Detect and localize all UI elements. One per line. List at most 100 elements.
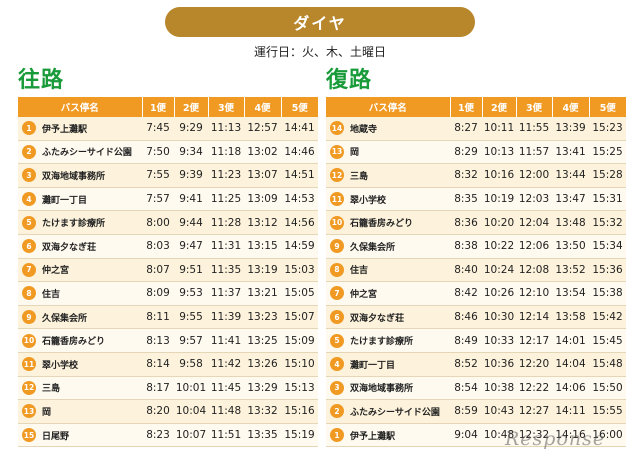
stop-number-badge: 3: [22, 168, 36, 183]
header-trip-2: 2便: [482, 97, 517, 117]
departure-time: 15:13: [281, 376, 318, 401]
departure-time: 10:30: [482, 305, 516, 330]
departure-time: 15:38: [589, 281, 626, 306]
departure-time: 12:00: [516, 163, 552, 188]
departure-time: 11:51: [208, 423, 244, 448]
stop-name: 仲之宮: [42, 266, 70, 277]
stop-number-badge: 12: [330, 168, 344, 183]
departure-time: 11:41: [208, 328, 244, 353]
header-trip-5: 5便: [281, 97, 318, 117]
stop-cell: 2 ふたみシーサイド公園: [18, 140, 142, 165]
departure-time: 15:50: [589, 376, 626, 401]
departure-time: 9:34: [174, 140, 208, 165]
departure-time: 13:35: [244, 423, 281, 448]
departure-time: 15:42: [589, 305, 626, 330]
stop-name: 石籠香房みどり: [42, 337, 106, 348]
stop-name: 灘町一丁目: [350, 360, 396, 371]
stop-name: 双海夕なぎ荘: [350, 313, 405, 324]
departure-time: 13:54: [552, 281, 589, 306]
departure-time: 7:45: [142, 117, 174, 141]
departure-time: 13:39: [552, 117, 589, 141]
departure-time: 11:31: [208, 234, 244, 259]
departure-time: 8:14: [142, 352, 174, 377]
departure-time: 13:41: [552, 140, 589, 165]
table-row: 6 双海夕なぎ荘 8:46 10:30 12:14 13:58 15:42: [326, 305, 626, 330]
stop-name: 仲之宮: [350, 289, 378, 300]
stop-cell: 12 三島: [18, 376, 142, 401]
departure-time: 9:29: [174, 117, 208, 141]
departure-time: 11:25: [208, 187, 244, 212]
stop-name: たけます診療所: [42, 219, 106, 230]
departure-time: 15:07: [281, 305, 318, 330]
departure-time: 13:07: [244, 163, 281, 188]
table-row: 1 伊予上灘駅 7:45 9:29 11:13 12:57 14:41: [18, 117, 318, 141]
departure-time: 10:24: [482, 258, 516, 283]
departure-time: 8:23: [142, 423, 174, 448]
stop-number-badge: 7: [22, 262, 36, 277]
departure-time: 9:47: [174, 234, 208, 259]
stop-number-badge: 1: [330, 428, 344, 443]
stop-name: ふたみシーサイド公園: [42, 148, 132, 159]
departure-time: 13:48: [552, 210, 589, 235]
stop-name: 日尾野: [42, 431, 70, 442]
departure-time: 12:14: [516, 305, 552, 330]
departure-time: 8:27: [450, 117, 482, 141]
stop-cell: 8 住吉: [18, 281, 142, 306]
stop-name: 翠小学校: [42, 360, 79, 371]
table-row: 10 石籠香房みどり 8:13 9:57 11:41 13:25 15:09: [18, 328, 318, 353]
departure-time: 8:36: [450, 210, 482, 235]
header-trip-2: 2便: [174, 97, 209, 117]
stop-number-badge: 8: [330, 262, 344, 277]
departure-time: 12:08: [516, 258, 552, 283]
stop-name: 伊予上灘駅: [350, 431, 396, 442]
stop-cell: 3 双海地域事務所: [326, 376, 450, 401]
departure-time: 13:19: [244, 258, 281, 283]
stop-cell: 5 たけます診療所: [326, 328, 450, 353]
departure-time: 9:44: [174, 210, 208, 235]
service-days: 運行日：火、木、土曜日: [253, 45, 386, 59]
stop-number-badge: 15: [22, 428, 36, 443]
departure-time: 10:48: [482, 423, 516, 448]
stop-number-badge: 2: [22, 144, 36, 159]
departure-time: 8:29: [450, 140, 482, 165]
table-row: 10 石籠香房みどり 8:36 10:20 12:04 13:48 15:32: [326, 210, 626, 235]
stop-cell: 11 翠小学校: [18, 352, 142, 377]
departure-time: 11:39: [208, 305, 244, 330]
departure-time: 10:22: [482, 234, 516, 259]
departure-time: 9:58: [174, 352, 208, 377]
stop-cell: 1 伊予上灘駅: [326, 423, 450, 448]
departure-time: 13:29: [244, 376, 281, 401]
stop-cell: 10 石籠香房みどり: [326, 210, 450, 235]
departure-time: 13:25: [244, 328, 281, 353]
stop-number-badge: 12: [22, 380, 36, 395]
stop-cell: 2 ふたみシーサイド公園: [326, 399, 450, 424]
stop-cell: 4 灘町一丁目: [326, 352, 450, 377]
stop-cell: 13 岡: [326, 140, 450, 165]
stop-name: 久保集会所: [350, 242, 396, 253]
departure-time: 14:16: [552, 423, 589, 448]
table-row: 1 伊予上灘駅 9:04 10:48 12:32 14:16 16:00: [326, 423, 626, 448]
departure-time: 8:03: [142, 234, 174, 259]
table-row: 13 岡 8:20 10:04 11:48 13:32 15:16: [18, 399, 318, 424]
departure-time: 10:33: [482, 328, 516, 353]
table-row: 6 双海夕なぎ荘 8:03 9:47 11:31 13:15 14:59: [18, 234, 318, 259]
stop-name: 双海地域事務所: [350, 384, 414, 395]
departure-time: 14:53: [281, 187, 318, 212]
departure-time: 15:25: [589, 140, 626, 165]
stop-cell: 9 久保集会所: [326, 234, 450, 259]
departure-time: 8:40: [450, 258, 482, 283]
departure-time: 15:34: [589, 234, 626, 259]
stop-cell: 5 たけます診療所: [18, 210, 142, 235]
table-row: 12 三島 8:17 10:01 11:45 13:29 15:13: [18, 376, 318, 401]
departure-time: 14:04: [552, 352, 589, 377]
outbound-timetable: バス停名 1便 2便 3便 4便 5便 1 伊予上灘駅 7:45 9:29 11:13 1…: [18, 97, 318, 448]
stop-cell: 14 地蔵寺: [326, 117, 450, 141]
departure-time: 13:44: [552, 163, 589, 188]
departure-time: 8:17: [142, 376, 174, 401]
departure-time: 8:11: [142, 305, 174, 330]
table-row: 11 翠小学校 8:14 9:58 11:42 13:26 15:10: [18, 352, 318, 377]
departure-time: 15:45: [589, 328, 626, 353]
departure-time: 10:13: [482, 140, 516, 165]
table-row: 7 仲之宮 8:07 9:51 11:35 13:19 15:03: [18, 258, 318, 283]
stop-number-badge: 4: [22, 192, 36, 207]
